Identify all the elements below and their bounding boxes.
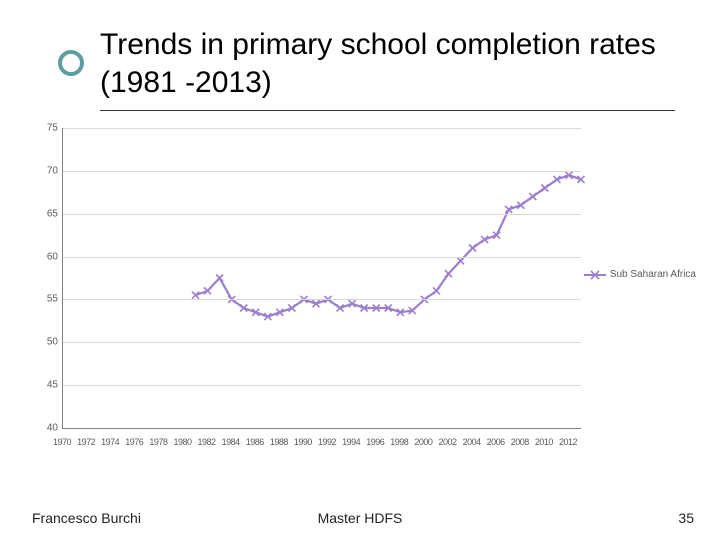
gridline — [63, 385, 581, 386]
x-tick-label: 2000 — [414, 437, 432, 447]
gridline — [63, 128, 581, 129]
y-tick-label: 70 — [40, 165, 58, 176]
legend-label: Sub Saharan Africa — [610, 269, 696, 280]
x-tick-label: 2006 — [487, 437, 505, 447]
legend: Sub Saharan Africa — [584, 269, 696, 280]
slide: Trends in primary school completion rate… — [0, 0, 720, 540]
x-tick-label: 1998 — [390, 437, 408, 447]
y-tick-label: 40 — [40, 423, 58, 434]
x-tick-label: 1970 — [53, 437, 71, 447]
x-tick-label: 1980 — [173, 437, 191, 447]
gridline — [63, 257, 581, 258]
y-tick-label: 75 — [40, 123, 58, 134]
x-tick-label: 2012 — [559, 437, 577, 447]
x-tick-label: 1996 — [366, 437, 384, 447]
x-tick-label: 1990 — [294, 437, 312, 447]
title-underline — [100, 110, 675, 111]
gridline — [63, 299, 581, 300]
x-tick-label: 2010 — [535, 437, 553, 447]
plot-area — [62, 128, 581, 429]
gridline — [63, 171, 581, 172]
y-tick-label: 60 — [40, 251, 58, 262]
x-tick-label: 1976 — [125, 437, 143, 447]
footer-course: Master HDFS — [0, 510, 720, 526]
legend-swatch — [584, 274, 606, 276]
x-tick-label: 1972 — [77, 437, 95, 447]
gridline — [63, 214, 581, 215]
page-title: Trends in primary school completion rate… — [100, 26, 660, 101]
y-tick-label: 50 — [40, 337, 58, 348]
y-tick-label: 45 — [40, 380, 58, 391]
x-tick-label: 1974 — [101, 437, 119, 447]
chart: Sub Saharan Africa 40 45 50 55 60 65 70 75 1970 1… — [24, 124, 704, 469]
x-tick-label: 1992 — [318, 437, 336, 447]
x-tick-label: 1986 — [246, 437, 264, 447]
x-tick-label: 1994 — [342, 437, 360, 447]
slide-number: 35 — [678, 510, 694, 526]
x-tick-label: 1978 — [149, 437, 167, 447]
x-tick-label: 1982 — [198, 437, 216, 447]
line-series — [63, 128, 581, 428]
gridline — [63, 342, 581, 343]
x-tick-label: 1984 — [222, 437, 240, 447]
title-bullet — [58, 50, 84, 76]
x-tick-label: 2004 — [463, 437, 481, 447]
x-tick-label: 2008 — [511, 437, 529, 447]
y-tick-label: 55 — [40, 294, 58, 305]
x-tick-label: 2002 — [438, 437, 456, 447]
y-tick-label: 65 — [40, 208, 58, 219]
x-tick-label: 1988 — [270, 437, 288, 447]
